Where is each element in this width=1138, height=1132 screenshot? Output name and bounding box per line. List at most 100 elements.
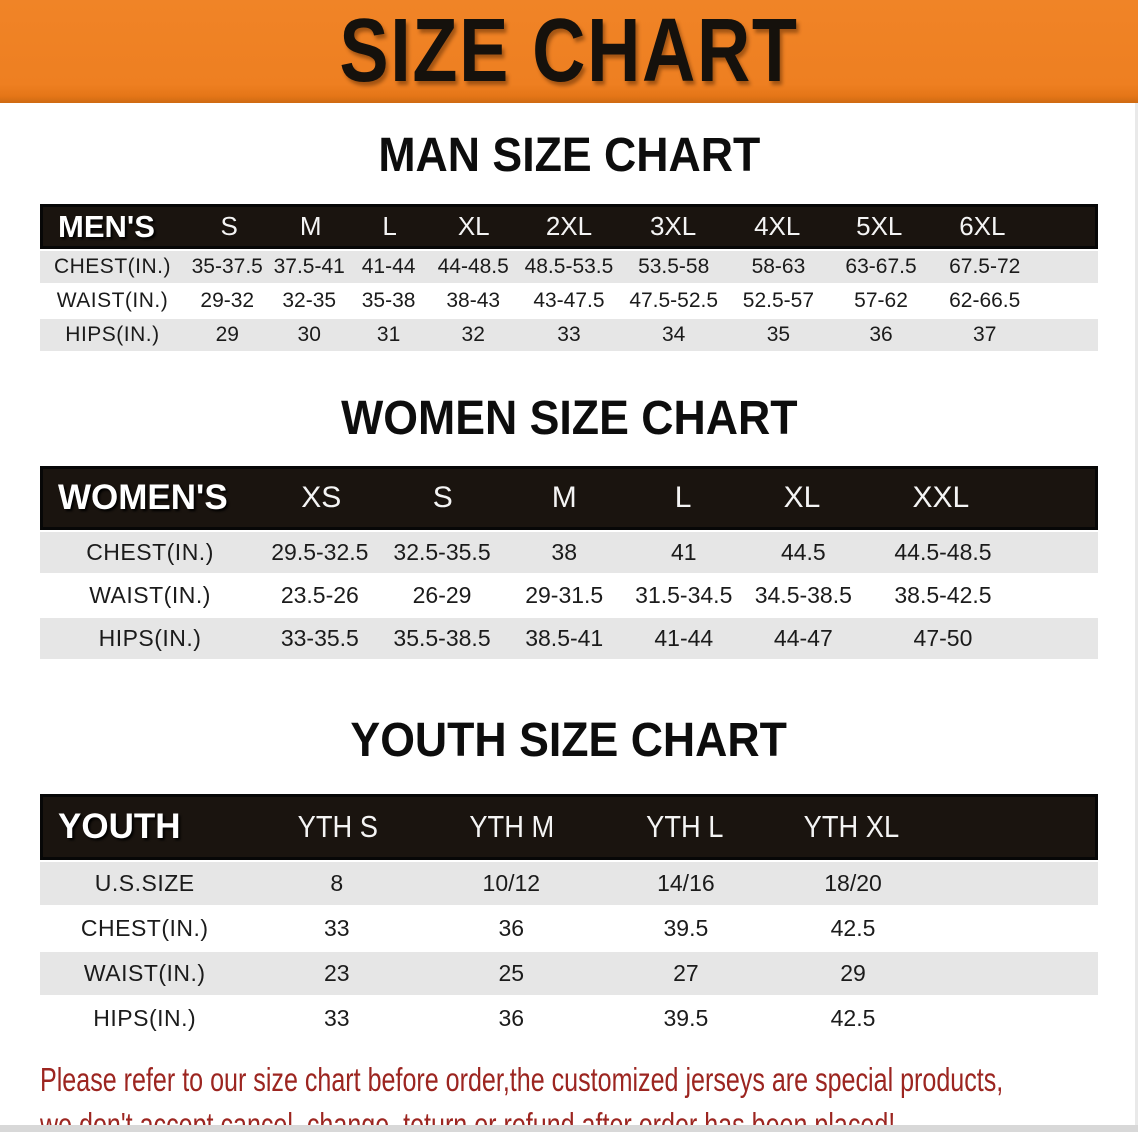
size-value: 47-50 — [913, 625, 973, 651]
size-column-header: YTH XL — [803, 809, 900, 844]
section-men: MAN SIZE CHART MEN'S S M L XL 2XL 3XL 4XL 5XL 6XL… — [0, 103, 1138, 351]
size-value: 44.5-48.5 — [894, 539, 992, 565]
size-column-header: XL — [457, 211, 490, 241]
row-label: CHEST(IN.) — [80, 915, 209, 941]
measurement-row: CHEST(IN.) 29.5-32.5 32.5-35.5 38 41 44.5 44.5… — [40, 532, 1098, 573]
size-value: 29-32 — [200, 289, 255, 312]
men-size-table: MEN'S S M L XL 2XL 3XL 4XL 5XL 6XL CHEST(IN.) 35-37… — [40, 204, 1098, 351]
size-value: 39.5 — [663, 1005, 709, 1031]
size-value: 34 — [662, 323, 686, 346]
size-value: 38.5-42.5 — [894, 582, 992, 608]
size-column-header: YTH S — [297, 809, 379, 844]
size-value: 33 — [323, 915, 350, 941]
size-value: 42.5 — [830, 1005, 876, 1031]
table-group-label: YOUTH — [58, 807, 181, 846]
size-value: 33 — [557, 323, 581, 346]
size-value: 33-35.5 — [280, 625, 359, 651]
size-value: 36 — [869, 323, 893, 346]
size-column-header: 5XL — [856, 211, 903, 241]
size-column-header: XS — [301, 481, 342, 514]
size-column-header: S — [432, 481, 453, 514]
bottom-edge-border — [0, 1125, 1138, 1132]
size-value: 48.5-53.5 — [524, 255, 614, 278]
section-youth: YOUTH SIZE CHART YOUTH YTH S YTH M YTH L YTH… — [0, 659, 1138, 1040]
size-value: 23 — [323, 960, 350, 986]
size-value: 26-29 — [412, 582, 472, 608]
section-women: WOMEN SIZE CHART WOMEN'S XS S M L XL XXL CHEST(… — [0, 351, 1138, 659]
size-value: 41 — [670, 539, 697, 565]
size-value: 10/12 — [482, 870, 541, 896]
row-label: U.S.SIZE — [94, 870, 195, 896]
size-column-header: XXL — [912, 481, 970, 514]
size-header-row: WOMEN'S XS S M L XL XXL — [40, 466, 1098, 530]
size-value: 38 — [551, 539, 578, 565]
size-value: 34.5-38.5 — [754, 582, 852, 608]
measurement-row: CHEST(IN.) 35-37.5 37.5-41 41-44 44-48.5 48.5… — [40, 251, 1098, 283]
row-label: CHEST(IN.) — [53, 255, 171, 278]
size-column-header: 3XL — [649, 211, 697, 241]
size-value: 25 — [498, 960, 525, 986]
size-value: 44.5 — [780, 539, 826, 565]
men-heading-wrap: MAN SIZE CHART — [0, 103, 1138, 204]
size-value: 44-47 — [773, 625, 833, 651]
size-value: 62-66.5 — [949, 289, 1021, 312]
section-heading-women: WOMEN SIZE CHART — [340, 392, 798, 445]
youth-size-table: YOUTH YTH S YTH M YTH L YTH XL U.S.SIZE 8 10/12… — [40, 794, 1098, 1040]
size-value: 43-47.5 — [533, 289, 605, 312]
size-value: 44-48.5 — [437, 255, 509, 278]
size-value: 41-44 — [361, 255, 416, 278]
row-label: CHEST(IN.) — [86, 539, 214, 565]
content: MAN SIZE CHART MEN'S S M L XL 2XL 3XL 4XL 5XL 6XL… — [0, 103, 1138, 1040]
size-value: 30 — [297, 323, 321, 346]
size-column-header: XL — [783, 481, 821, 514]
row-label: WAIST(IN.) — [56, 289, 169, 312]
size-column-header: 2XL — [545, 211, 593, 241]
size-value: 29 — [215, 323, 239, 346]
size-value: 35-38 — [361, 289, 416, 312]
disclaimer: Please refer to our size chart before or… — [40, 1057, 1138, 1132]
size-column-header: 4XL — [754, 211, 801, 241]
size-value: 52.5-57 — [742, 289, 815, 312]
size-value: 41-44 — [654, 625, 714, 651]
size-value: 38.5-41 — [525, 625, 604, 651]
size-column-header: L — [382, 211, 397, 241]
size-value: 57-62 — [854, 289, 908, 312]
size-value: 35.5-38.5 — [393, 625, 491, 651]
size-column-header: YTH L — [646, 809, 724, 844]
size-value: 35 — [766, 323, 791, 346]
measurement-row: U.S.SIZE 8 10/12 14/16 18/20 — [40, 862, 1098, 905]
size-value: 33 — [323, 1005, 350, 1031]
size-value: 42.5 — [830, 915, 876, 941]
size-value: 32-35 — [282, 289, 337, 312]
banner-title: SIZE CHART — [339, 1, 799, 101]
banner: SIZE CHART — [0, 0, 1138, 103]
section-heading-youth: YOUTH SIZE CHART — [350, 714, 788, 767]
youth-heading-wrap: YOUTH SIZE CHART — [0, 659, 1138, 794]
right-edge-border — [1135, 103, 1138, 1132]
row-label: WAIST(IN.) — [83, 960, 206, 986]
table-group-label: WOMEN'S — [58, 478, 228, 517]
size-value: 35-37.5 — [191, 255, 263, 278]
size-value: 37.5-41 — [273, 255, 345, 278]
size-value: 14/16 — [657, 870, 715, 896]
size-column-header: L — [674, 481, 692, 514]
women-heading-wrap: WOMEN SIZE CHART — [0, 351, 1138, 466]
women-size-table: WOMEN'S XS S M L XL XXL CHEST(IN.) 29.5-32.5 32.5… — [40, 466, 1098, 659]
size-value: 27 — [673, 960, 699, 986]
size-header-row: MEN'S S M L XL 2XL 3XL 4XL 5XL 6XL — [40, 204, 1098, 249]
size-column-header: M — [299, 211, 322, 241]
measurement-row: HIPS(IN.) 33 36 39.5 42.5 — [40, 997, 1098, 1040]
size-value: 53.5-58 — [638, 255, 710, 278]
size-value: 67.5-72 — [949, 255, 1021, 278]
table-group-label: MEN'S — [58, 208, 155, 244]
measurement-row: WAIST(IN.) 23.5-26 26-29 29-31.5 31.5-34.5 34… — [40, 575, 1098, 616]
size-column-header: 6XL — [959, 211, 1006, 241]
size-value: 18/20 — [824, 870, 882, 896]
row-label: WAIST(IN.) — [89, 582, 211, 608]
section-heading-men: MAN SIZE CHART — [378, 129, 760, 182]
measurement-row: WAIST(IN.) 23 25 27 29 — [40, 952, 1098, 995]
measurement-row: CHEST(IN.) 33 36 39.5 42.5 — [40, 907, 1098, 950]
size-value: 47.5-52.5 — [629, 289, 719, 312]
disclaimer-line-1: Please refer to our size chart before or… — [40, 1061, 1004, 1098]
